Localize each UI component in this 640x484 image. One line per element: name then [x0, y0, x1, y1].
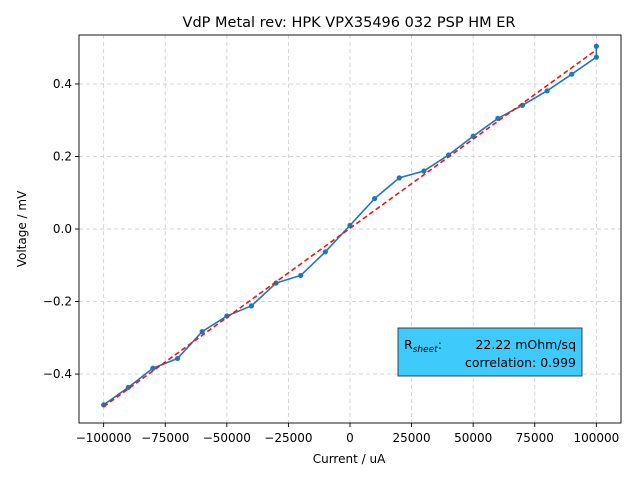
fit-line	[103, 49, 597, 408]
annotation-label-suffix: :	[438, 337, 442, 352]
x-tick-label: −75000	[141, 431, 189, 445]
chart-title: VdP Metal rev: HPK VPX35496 032 PSP HM E…	[183, 15, 516, 31]
measurement-point	[569, 71, 575, 77]
annotation-label-prefix: R	[404, 337, 413, 352]
annotation-rsheet-label: Rsheet:	[404, 337, 442, 355]
measurement-point	[421, 168, 427, 174]
x-tick-label: 25000	[392, 431, 430, 445]
annotation-rsheet-value: 22.22 mOhm/sq	[475, 337, 576, 352]
x-tick-label: 0	[346, 431, 354, 445]
x-tick-label: 75000	[516, 431, 554, 445]
measurement-point	[593, 43, 599, 49]
measurement-point	[150, 365, 156, 371]
x-axis-label: Current / uA	[313, 452, 386, 466]
measurement-point	[248, 303, 255, 309]
y-tick-label: −0.2	[43, 295, 72, 309]
y-tick-label: 0.0	[53, 222, 72, 236]
y-tick-label: 0.4	[53, 77, 72, 91]
x-tick-label: −100000	[76, 431, 132, 445]
measurement-point	[544, 88, 550, 94]
ticks: −100000 −75000 −50000 −25000 0 25000 50000 7500…	[43, 77, 619, 445]
x-tick-label: 50000	[454, 431, 492, 445]
annotation-correlation: correlation: 0.999	[465, 355, 576, 370]
x-tick-label: 100000	[573, 431, 619, 445]
annotation-background	[397, 327, 583, 377]
measurement-point	[199, 329, 205, 335]
measurement-point	[396, 175, 402, 181]
measurement-point	[273, 280, 279, 286]
y-axis-label: Voltage / mV	[15, 190, 29, 267]
x-tick-label: −50000	[203, 431, 251, 445]
measurement-point	[593, 54, 599, 60]
annotation-box: Rsheet: 22.22 mOhm/sq correlation: 0.999	[397, 327, 583, 377]
measurement-point	[372, 195, 378, 202]
annotation-label-subscript: sheet	[413, 345, 438, 355]
measurement-point	[298, 272, 304, 279]
measurement-point	[322, 249, 328, 255]
x-tick-label: −25000	[264, 431, 312, 445]
measurement-point	[125, 384, 131, 391]
y-tick-label: 0.2	[53, 149, 72, 163]
measurement-point	[174, 355, 181, 362]
y-tick-label: −0.4	[43, 367, 72, 381]
series-layer	[101, 43, 599, 408]
